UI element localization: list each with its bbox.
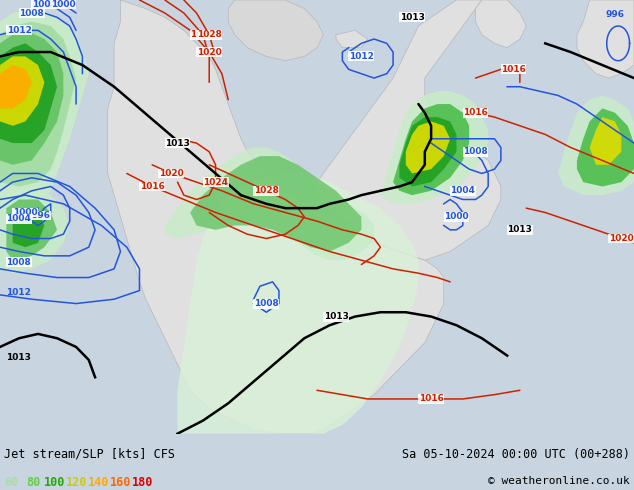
Text: 1016: 1016 bbox=[463, 108, 488, 117]
Polygon shape bbox=[190, 156, 361, 251]
Polygon shape bbox=[0, 44, 57, 143]
Text: 120: 120 bbox=[66, 476, 87, 489]
Text: 1012: 1012 bbox=[349, 52, 374, 61]
Polygon shape bbox=[577, 0, 634, 78]
Text: 1000: 1000 bbox=[13, 208, 37, 217]
Text: 1016: 1016 bbox=[418, 394, 444, 403]
Text: Jet stream/SLP [kts] CFS: Jet stream/SLP [kts] CFS bbox=[4, 448, 175, 461]
Text: 1020: 1020 bbox=[158, 169, 184, 178]
Text: 1028: 1028 bbox=[254, 186, 279, 196]
Text: 1008: 1008 bbox=[6, 258, 31, 267]
Text: 1012: 1012 bbox=[6, 26, 32, 35]
Polygon shape bbox=[0, 187, 70, 273]
Text: 1008: 1008 bbox=[19, 8, 44, 18]
Text: 1000: 1000 bbox=[51, 0, 75, 9]
Text: 1008: 1008 bbox=[254, 299, 279, 308]
Text: 1012: 1012 bbox=[6, 288, 31, 297]
Polygon shape bbox=[178, 173, 418, 434]
Text: 996: 996 bbox=[32, 211, 51, 220]
Text: 160: 160 bbox=[110, 476, 131, 489]
Text: 100: 100 bbox=[44, 476, 65, 489]
Text: 60: 60 bbox=[4, 476, 18, 489]
Polygon shape bbox=[476, 0, 526, 48]
Text: 1016: 1016 bbox=[139, 182, 165, 191]
Polygon shape bbox=[399, 117, 456, 187]
Text: © weatheronline.co.uk: © weatheronline.co.uk bbox=[488, 476, 630, 486]
Polygon shape bbox=[228, 0, 323, 61]
Polygon shape bbox=[558, 96, 634, 195]
Text: 1004: 1004 bbox=[32, 0, 57, 9]
Polygon shape bbox=[577, 108, 634, 187]
Text: 1028: 1028 bbox=[197, 30, 222, 39]
Text: 1020: 1020 bbox=[197, 48, 222, 56]
Text: 1024: 1024 bbox=[203, 178, 228, 187]
Text: 140: 140 bbox=[88, 476, 110, 489]
Polygon shape bbox=[336, 30, 368, 48]
Polygon shape bbox=[393, 104, 469, 195]
Polygon shape bbox=[165, 147, 374, 260]
Polygon shape bbox=[0, 56, 44, 126]
Polygon shape bbox=[380, 91, 488, 204]
Polygon shape bbox=[108, 0, 444, 434]
Polygon shape bbox=[0, 22, 76, 187]
Polygon shape bbox=[13, 208, 44, 247]
Text: 1013: 1013 bbox=[399, 13, 425, 22]
Polygon shape bbox=[0, 30, 63, 165]
Text: 996: 996 bbox=[605, 10, 624, 19]
Text: 1013: 1013 bbox=[507, 225, 533, 234]
Text: 1013: 1013 bbox=[323, 312, 349, 321]
Text: 1013: 1013 bbox=[165, 139, 190, 147]
Text: 1000: 1000 bbox=[444, 212, 469, 221]
Text: 80: 80 bbox=[26, 476, 40, 489]
Polygon shape bbox=[406, 122, 450, 173]
Text: 1020: 1020 bbox=[609, 234, 634, 243]
Polygon shape bbox=[590, 117, 621, 165]
Polygon shape bbox=[0, 65, 32, 108]
Text: 1008: 1008 bbox=[463, 147, 488, 156]
Text: 1004: 1004 bbox=[450, 186, 476, 196]
Text: 1004: 1004 bbox=[6, 214, 31, 223]
Polygon shape bbox=[317, 0, 501, 260]
Text: 180: 180 bbox=[132, 476, 153, 489]
Polygon shape bbox=[6, 199, 57, 260]
Text: 1016: 1016 bbox=[501, 65, 526, 74]
Text: 1024: 1024 bbox=[190, 30, 216, 39]
Text: Sa 05-10-2024 00:00 UTC (00+288): Sa 05-10-2024 00:00 UTC (00+288) bbox=[402, 448, 630, 461]
Polygon shape bbox=[0, 9, 89, 213]
Text: 1013: 1013 bbox=[6, 353, 31, 362]
